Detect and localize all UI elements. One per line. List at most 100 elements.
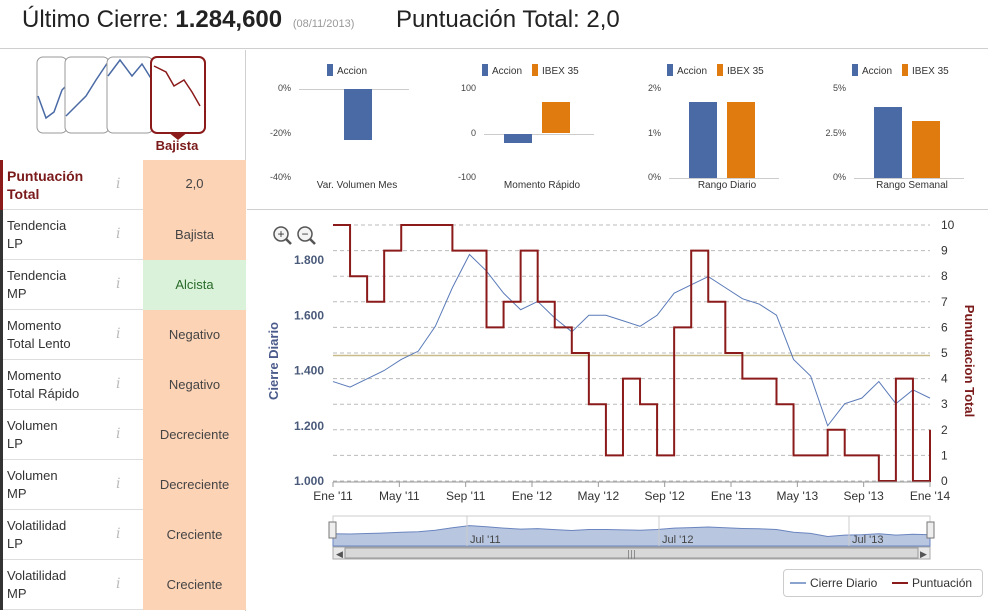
score-step-line[interactable] [333,224,931,482]
row-value: Creciente [143,510,246,560]
info-icon[interactable]: i [116,176,121,192]
mini-bar-chart: Accion IBEX 35 5% 2.5% 0% Rango Semanal [802,50,978,210]
info-icon[interactable]: i [116,476,121,492]
x-tick-label: Sep '13 [844,489,885,503]
left-tick-label: 1.800 [294,253,324,267]
legend-text: IBEX 35 [912,66,949,77]
mini-chart-title: Momento Rápido [503,180,581,191]
mini-bar[interactable] [912,121,940,178]
svg-text:+: + [277,227,284,241]
info-icon[interactable]: i [116,426,121,442]
mini-bar[interactable] [689,102,717,178]
legend-swatch [532,64,539,76]
legend-item[interactable]: Accion [327,64,368,77]
mini-bar-chart: Accion 0% -20% -40% Var. Volumen Mes [247,50,423,210]
legend-item[interactable]: IBEX 35 [902,64,949,77]
left-tick-label: 1.200 [294,419,324,433]
row-label: Momento Total Rápido [0,360,112,410]
right-tick-label: 7 [941,295,948,309]
x-tick-label: Ene '13 [711,489,752,503]
x-tick-label: May '12 [578,489,620,503]
legend-swatch [327,64,333,76]
scroll-right-arrow-icon[interactable]: ▶ [920,550,927,560]
legend-close-label[interactable]: Cierre Diario [810,576,878,590]
left-tick-label: 1.400 [294,364,324,378]
legend-text: IBEX 35 [727,66,764,77]
x-tick-label: Sep '11 [446,489,486,503]
trend-up-icon[interactable] [106,56,154,134]
x-tick-label: May '13 [777,489,819,503]
info-icon[interactable]: i [116,376,121,392]
svg-text:−: − [301,227,308,241]
scrollbar-thumb[interactable] [344,547,919,559]
mini-bar[interactable] [344,89,372,141]
info-icon[interactable]: i [116,576,121,592]
last-close-value: 1.284,600 [175,6,283,33]
score-row: Tendencia LP i Bajista [0,210,246,260]
mini-bar[interactable] [727,102,755,178]
header: Último Cierre: 1.284,600 (08/11/2013) Pu… [0,0,988,49]
legend-item[interactable]: Accion [852,64,892,77]
mini-tick-label: 0% [277,83,291,93]
info-icon[interactable]: i [116,526,121,542]
mini-bar[interactable] [504,133,532,144]
legend-text: Accion [337,66,368,77]
score-row: Tendencia MP i Alcista [0,260,246,310]
row-value: Decreciente [143,410,246,460]
mini-tick-label: 0% [832,172,846,182]
navigator-label: Jul '11 [470,534,501,546]
legend-item[interactable]: IBEX 35 [717,64,764,77]
trend-up-icon[interactable] [64,56,110,134]
score-row: Volatilidad LP i Creciente [0,510,246,560]
mini-chart-title: Rango Semanal [876,180,948,191]
row-label: Tendencia MP [0,260,112,310]
mini-charts: Accion 0% -20% -40% Var. Volumen Mes Accion IB… [247,50,988,210]
mini-tick-label: 2% [647,83,661,93]
mini-bar[interactable] [874,106,902,178]
navigator-handle-right[interactable] [926,521,935,539]
legend-score-label[interactable]: Puntuación [912,576,972,590]
x-tick-label: Ene '12 [512,489,553,503]
legend-swatch [852,64,858,76]
legend-text: Accion [492,66,523,77]
mini-tick-label: 100 [460,83,476,93]
mini-chart-title: Var. Volumen Mes [316,180,398,191]
close-price-line[interactable] [332,253,931,427]
mini-tick-label: 2.5% [825,127,846,138]
trend-down-icon[interactable] [150,56,206,140]
mini-bar[interactable] [542,102,570,134]
left-panel: Bajista Puntuación Total i 2,0 Tendencia LP i B… [0,50,246,611]
main-chart: 10 9 8 7 6 5 4 3 2 1 0 1.800 1.600 1.400 1.200 1.000 Ene… [247,211,988,611]
row-value: Negativo [143,360,246,410]
x-tick-label: Sep '12 [645,489,686,503]
mini-tick-label: -20% [269,127,291,138]
info-icon[interactable]: i [116,276,121,292]
trend-up-down-icon[interactable] [36,56,68,134]
legend-swatch [902,64,909,76]
scroll-left-arrow-icon[interactable]: ◀ [336,550,343,560]
last-close: Último Cierre: 1.284,600 (08/11/2013) [22,6,355,33]
info-icon[interactable]: i [116,326,121,342]
chart-legend[interactable]: Cierre Diario Puntuación [783,569,983,597]
legend-item[interactable]: Accion [482,64,523,77]
score-row: Volumen MP i Decreciente [0,460,246,510]
mini-tick-label: 5% [832,83,846,93]
navigator-label: Jul '12 [662,534,693,546]
score-row: Volumen LP i Decreciente [0,410,246,460]
mini-zero-axis [854,178,964,179]
row-label: Tendencia LP [0,210,112,260]
right-tick-label: 9 [941,244,948,258]
score-table: Puntuación Total i 2,0 Tendencia LP i Bajista Te… [0,160,246,610]
legend-item[interactable]: IBEX 35 [532,64,579,77]
navigator-handle-left[interactable] [328,521,337,539]
navigator-series [332,525,931,547]
row-value: Alcista [143,260,246,310]
legend-item[interactable]: Accion [667,64,707,77]
zoom-out-icon[interactable]: − [297,226,316,245]
zoom-in-icon[interactable]: + [273,226,292,245]
navigator-label: Jul '13 [852,534,883,546]
y-axis-title: Cierre Diario [266,322,281,400]
score-row: Volatilidad MP i Creciente [0,560,246,610]
info-icon[interactable]: i [116,226,121,242]
row-value: Creciente [143,560,246,610]
